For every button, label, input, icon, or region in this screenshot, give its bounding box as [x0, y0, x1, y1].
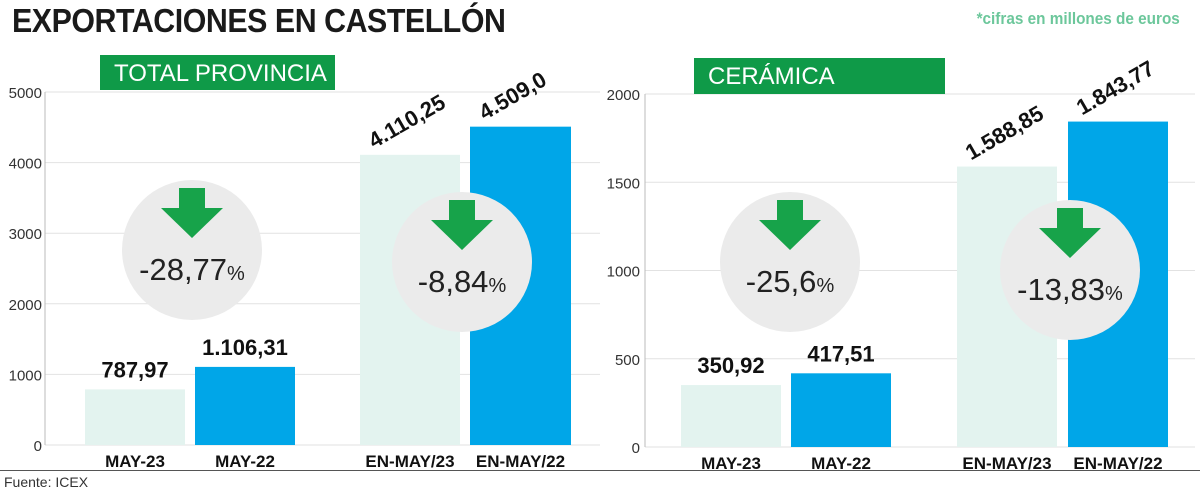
category-label: MAY-22	[215, 452, 275, 471]
badge-circle	[392, 192, 532, 332]
data-label: 1.106,31	[202, 335, 288, 360]
chart-total-provincia: 0 1000 2000 3000 4000 5000 TOTAL PROVINCIA MAY-…	[9, 55, 600, 471]
category-label: MAY-22	[811, 454, 871, 473]
category-label: EN-MAY/23	[962, 454, 1051, 473]
data-label: 1.588,85	[961, 100, 1048, 164]
data-label: 4.110,25	[364, 89, 450, 153]
change-badge: -25,6%	[720, 192, 860, 332]
percent-change: -28,77%	[139, 252, 245, 287]
y-tick-label: 2000	[607, 87, 640, 104]
badge-circle	[720, 192, 860, 332]
y-tick-label: 2000	[9, 297, 42, 314]
y-tick-label: 1000	[9, 367, 42, 384]
percent-change: -8,84%	[418, 264, 507, 299]
data-label: 787,97	[101, 357, 168, 382]
percent-value: -25,6	[746, 264, 817, 299]
arrow-down-icon	[161, 188, 223, 238]
percent-value: -13,83	[1017, 272, 1105, 307]
panel-title: TOTAL PROVINCIA	[114, 60, 327, 87]
data-label: 350,92	[697, 353, 764, 378]
source-text: Fuente: ICEX	[4, 474, 89, 490]
bar-may-22	[195, 366, 295, 445]
bar-may-22	[791, 373, 891, 447]
footer-divider	[0, 470, 1200, 471]
bar-may-23	[681, 385, 781, 447]
y-tick-label: 4000	[9, 156, 42, 173]
data-label: 4.509,0	[475, 67, 551, 125]
arrow-down-icon	[1039, 208, 1101, 258]
change-badge: -8,84%	[392, 192, 532, 332]
arrow-down-icon	[759, 200, 821, 250]
y-tick-label: 1000	[607, 264, 640, 281]
percent-value: -28,77	[139, 252, 227, 287]
y-tick-label: 500	[615, 352, 640, 369]
percent-unit: %	[816, 275, 834, 297]
chart-ceramica: 0 500 1000 1500 2000 CERÁMICA MAY-23 350,92 MAY-…	[607, 55, 1195, 473]
percent-value: -8,84	[418, 264, 489, 299]
bar-may-23	[85, 389, 185, 445]
change-badge: -13,83%	[1000, 200, 1140, 340]
y-tick-label: 5000	[9, 85, 42, 102]
page-title: EXPORTACIONES EN CASTELLÓN	[12, 2, 506, 39]
y-tick-label: 3000	[9, 226, 42, 243]
y-tick-label: 1500	[607, 175, 640, 192]
percent-change: -25,6%	[746, 264, 835, 299]
y-tick-label: 0	[632, 440, 640, 457]
category-label: EN-MAY/22	[1073, 454, 1162, 473]
percent-unit: %	[488, 275, 506, 297]
data-label: 417,51	[807, 341, 874, 366]
arrow-down-icon	[431, 200, 493, 250]
panel-title: CERÁMICA	[708, 63, 835, 90]
panel-banner	[694, 58, 945, 94]
percent-unit: %	[1105, 283, 1123, 305]
category-label: MAY-23	[105, 452, 165, 471]
units-note: *cifras en millones de euros	[976, 9, 1180, 28]
percent-change: -13,83%	[1017, 272, 1123, 307]
change-badge: -28,77%	[122, 180, 262, 320]
y-tick-label: 0	[34, 438, 42, 455]
panel-banner	[100, 55, 335, 90]
badge-circle	[1000, 200, 1140, 340]
badge-circle	[122, 180, 262, 320]
percent-unit: %	[227, 263, 245, 285]
data-label: 1.843,77	[1072, 55, 1159, 119]
category-label: MAY-23	[701, 454, 761, 473]
category-label: EN-MAY/22	[476, 452, 565, 471]
category-label: EN-MAY/23	[365, 452, 454, 471]
